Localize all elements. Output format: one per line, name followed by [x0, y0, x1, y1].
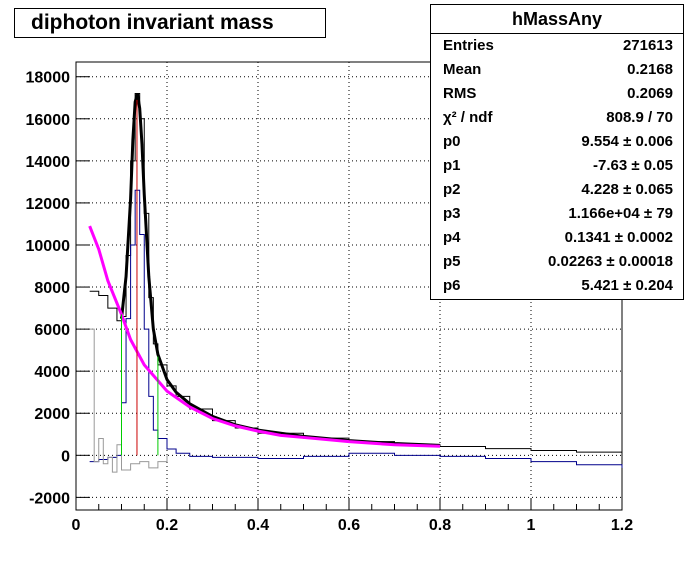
stat-label: RMS	[443, 85, 477, 102]
y-tick-label: 12000	[26, 196, 71, 213]
stat-label: Mean	[443, 61, 482, 78]
stat-value: 0.2168	[627, 61, 673, 78]
y-tick-label: 6000	[34, 322, 70, 339]
stat-row: p2 4.228 ± 0.065	[431, 178, 683, 202]
stat-value: 5.421 ± 0.204	[581, 277, 673, 294]
y-tick-label: 16000	[26, 112, 71, 129]
stat-value: 1.166e+04 ± 79	[568, 205, 673, 222]
y-tick-label: 10000	[26, 238, 71, 255]
stat-label: p5	[443, 253, 461, 270]
stats-rows: Entries 271613 Mean 0.2168 RMS 0.2069 χ² / ndf…	[431, 34, 683, 298]
stat-label: p3	[443, 205, 461, 222]
stat-row: Mean 0.2168	[431, 58, 683, 82]
y-tick-label: 4000	[34, 364, 70, 381]
stat-row: p0 9.554 ± 0.006	[431, 130, 683, 154]
stat-row: p5 0.02263 ± 0.00018	[431, 250, 683, 274]
x-tick-label: 0	[72, 517, 81, 534]
y-tick-label: 14000	[26, 154, 71, 171]
stat-value: 0.2069	[627, 85, 673, 102]
y-tick-label: 8000	[34, 280, 70, 297]
x-tick-label: 0.8	[429, 517, 451, 534]
x-tick-label: 1	[527, 517, 536, 534]
stat-label: p2	[443, 181, 461, 198]
x-tick-label: 1.2	[611, 517, 633, 534]
y-tick-label: 2000	[34, 406, 70, 423]
x-tick-label: 0.2	[156, 517, 178, 534]
stat-value: 9.554 ± 0.006	[581, 133, 673, 150]
stat-value: 0.02263 ± 0.00018	[547, 253, 673, 270]
stat-row: p4 0.1341 ± 0.0002	[431, 226, 683, 250]
stat-label: Entries	[443, 37, 494, 54]
stats-title: hMassAny	[431, 5, 683, 34]
stat-row: p3 1.166e+04 ± 79	[431, 202, 683, 226]
stat-value: 808.9 / 70	[606, 109, 673, 126]
stat-row: p1 -7.63 ± 0.05	[431, 154, 683, 178]
stats-box: hMassAny Entries 271613 Mean 0.2168 RMS 0.206…	[430, 4, 684, 300]
stat-value: 271613	[622, 37, 673, 54]
stat-value: -7.63 ± 0.05	[593, 157, 673, 174]
histogram-line	[89, 328, 168, 473]
stat-row: RMS 0.2069	[431, 82, 683, 106]
fit-curve	[120, 93, 441, 447]
stat-label: p1	[443, 157, 461, 174]
stat-label: p0	[443, 133, 461, 150]
x-tick-label: 0.4	[247, 517, 269, 534]
histogram-line	[89, 189, 623, 468]
stat-value: 0.1341 ± 0.0002	[564, 229, 673, 246]
y-tick-label: 18000	[26, 70, 71, 87]
stat-label: p6	[443, 277, 461, 294]
x-tick-label: 0.6	[338, 517, 360, 534]
stat-label: p4	[443, 229, 461, 246]
stat-value: 4.228 ± 0.065	[581, 181, 673, 198]
stat-label: χ² / ndf	[443, 109, 493, 126]
chart-title: diphoton invariant mass	[14, 8, 326, 38]
fit-curve	[88, 225, 441, 448]
stat-row: p6 5.421 ± 0.204	[431, 274, 683, 298]
stat-row: χ² / ndf 808.9 / 70	[431, 106, 683, 130]
stat-row: Entries 271613	[431, 34, 683, 58]
y-tick-label: 0	[61, 448, 70, 465]
y-tick-label: -2000	[29, 490, 70, 507]
